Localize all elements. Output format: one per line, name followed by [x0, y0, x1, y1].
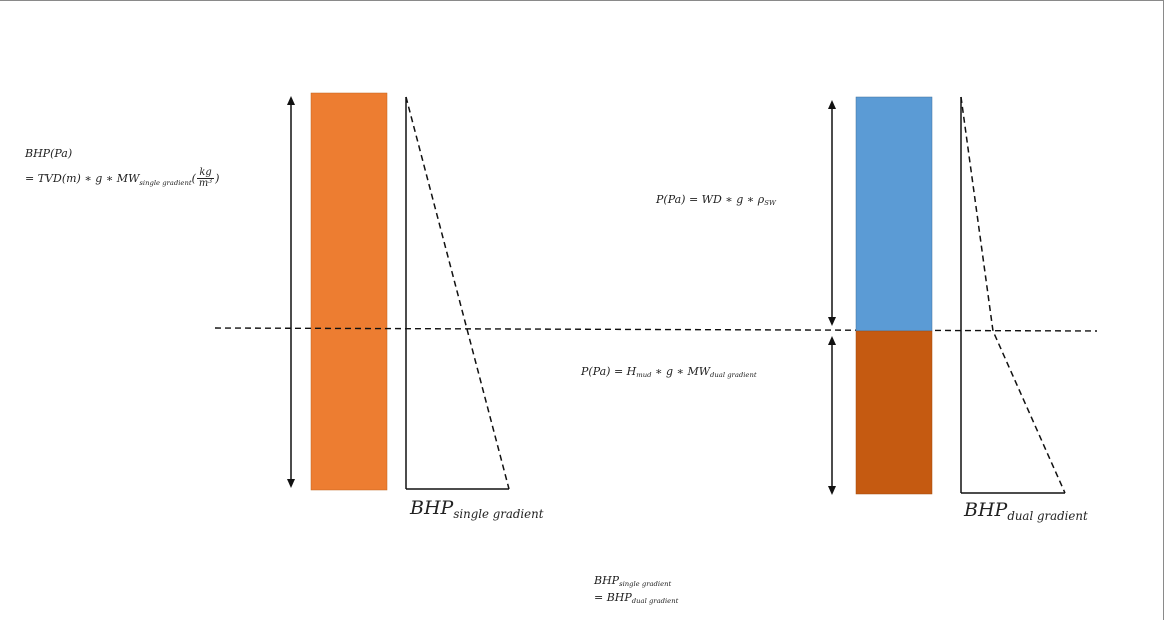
dual-gradient-mud-column — [855, 330, 933, 495]
single-pressure-line — [405, 96, 510, 490]
dual-pressure-line — [960, 96, 1066, 494]
seawater-column — [855, 96, 933, 332]
seawater-pressure-formula: P(Pa) = WD ∗ g ∗ ρSW — [656, 193, 776, 208]
single-bhp-formula-line2: = TVD(m) ∗ g ∗ MWsingle gradient(kg m3) — [25, 167, 220, 190]
bhp-equality-line2: = BHPdual gradient — [594, 591, 679, 606]
bhp-equality-line1: BHPsingle gradient — [594, 574, 672, 589]
single-bhp-formula-line1: BHP(Pa) — [25, 147, 73, 160]
bhp-single-gradient-label: BHPsingle gradient — [410, 497, 544, 522]
single-gradient-mud-column — [310, 92, 388, 491]
bhp-dual-gradient-label: BHPdual gradient — [964, 499, 1088, 524]
dual-mud-pressure-formula: P(Pa) = Hmud ∗ g ∗ MWdual gradient — [581, 365, 757, 380]
mudline-dashed-line — [214, 327, 1098, 332]
